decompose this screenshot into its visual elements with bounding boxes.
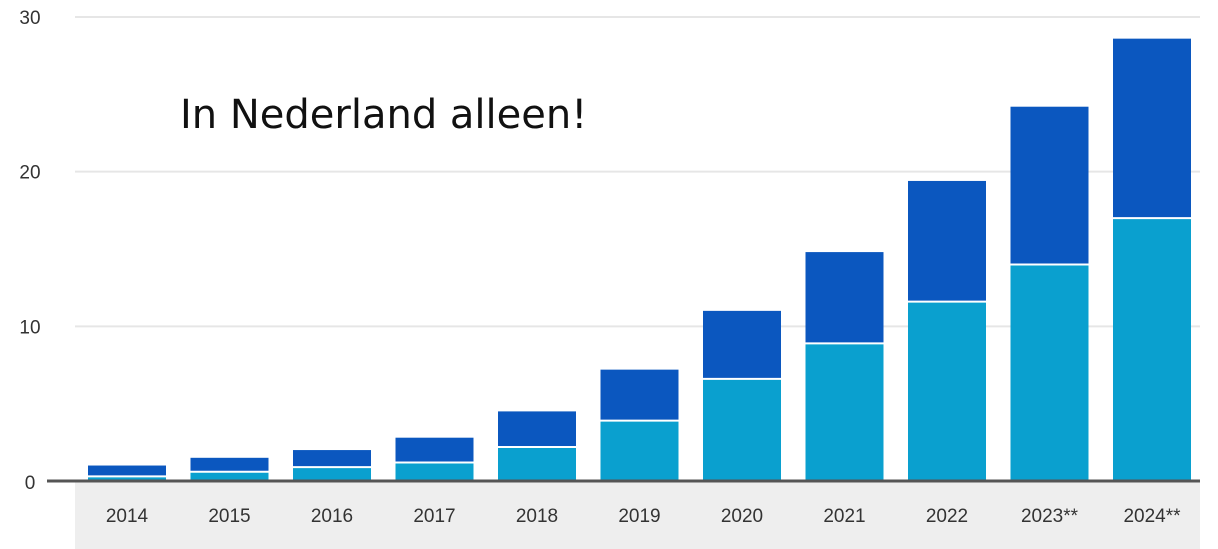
y-tick-labels: 0 10 20 30 [19, 8, 40, 494]
bar-series2-2022 [908, 180, 986, 302]
bar-series2-2017 [395, 437, 474, 463]
bar-series1-2022 [908, 301, 986, 481]
x-axis-band [75, 481, 1200, 549]
bar-series1-2019 [600, 420, 679, 481]
y-tick-label-10: 10 [19, 317, 40, 338]
bar-series1-2021 [805, 343, 884, 481]
x-tick-label-2021: 2021 [823, 506, 865, 527]
bar-series2-2023 [1010, 106, 1089, 265]
x-tick-label-2014: 2014 [106, 506, 149, 527]
y-tick-label-20: 20 [19, 163, 40, 184]
bar-series2-2019 [600, 369, 679, 421]
bar-series2-2016 [293, 450, 371, 468]
bar-series2-2014 [88, 465, 166, 477]
x-tick-label-2024: 2024** [1123, 506, 1181, 527]
bar-series1-2015 [190, 471, 269, 481]
bar-series2-2020 [703, 310, 781, 379]
bar-series1-2020 [703, 378, 781, 481]
bar-series1-2023 [1010, 264, 1089, 481]
x-tick-label-2018: 2018 [516, 506, 558, 527]
x-tick-label-2017: 2017 [413, 506, 455, 527]
y-tick-label-0: 0 [25, 473, 36, 494]
x-tick-label-2023: 2023** [1021, 506, 1079, 527]
bar-series2-2024 [1113, 38, 1191, 219]
x-axis-band-rect [75, 481, 1200, 549]
bar-series2-2021 [805, 252, 884, 344]
y-tick-label-30: 30 [19, 8, 40, 29]
bar-series2-2018 [498, 411, 576, 447]
x-tick-label-2020: 2020 [721, 506, 763, 527]
bar-series1-2014 [88, 476, 166, 481]
bar-series1-2018 [498, 446, 576, 481]
bar-series1-2016 [293, 467, 371, 481]
chart-annotation: In Nederland alleen! [180, 92, 588, 138]
x-tick-labels: 2014 2015 2016 2017 2018 2019 2020 2021 2022 2023… [106, 506, 1181, 527]
bars [88, 38, 1191, 482]
x-tick-label-2022: 2022 [926, 506, 968, 527]
bar-series1-2017 [395, 462, 474, 481]
bar-series1-2024 [1113, 218, 1191, 482]
x-tick-label-2015: 2015 [208, 506, 250, 527]
x-tick-label-2019: 2019 [618, 506, 660, 527]
bar-series2-2015 [190, 457, 269, 472]
x-tick-label-2016: 2016 [311, 506, 353, 527]
